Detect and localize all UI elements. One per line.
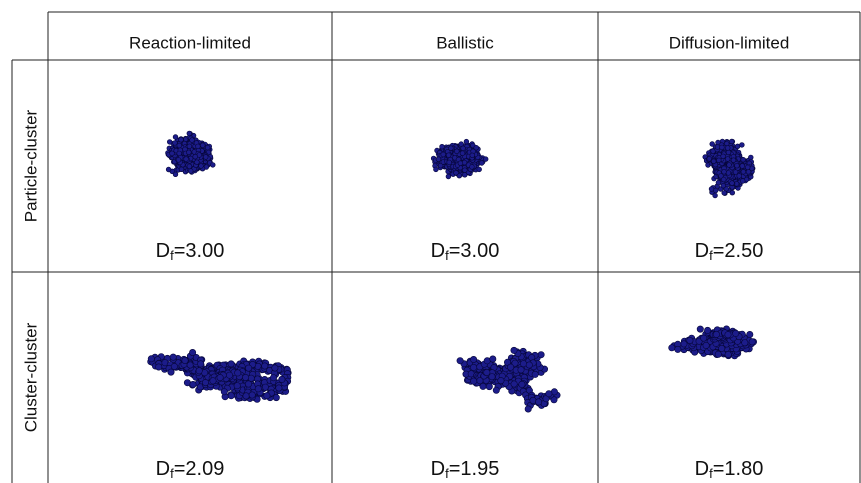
particle [187,164,192,169]
particle [458,161,463,166]
particle [710,142,715,147]
particle [462,168,467,173]
particle [166,167,171,172]
particle [436,157,441,162]
particle [745,165,750,170]
particle [440,144,445,149]
particle [195,160,200,165]
particle [470,165,475,170]
particle [726,171,731,176]
particle [741,169,746,174]
particle [173,141,178,146]
particle [449,146,454,151]
particle [730,181,735,186]
particle [228,393,234,399]
particle [464,139,469,144]
particle [193,154,198,159]
particle [179,167,184,172]
aggregate-image [148,349,292,402]
particle [737,174,742,179]
particle [711,159,716,164]
particle [748,155,753,160]
particle [447,160,452,165]
particle [190,381,196,387]
particle [477,167,482,172]
particle [173,172,178,177]
particle [173,135,178,140]
particle [167,140,172,145]
particle [722,191,727,196]
figure-table: Reaction-limitedBallisticDiffusion-limit… [0,0,861,483]
particle [188,169,193,174]
particle [725,157,730,162]
particle [170,151,175,156]
particle [187,144,192,149]
particle [479,161,484,166]
particle [199,164,204,169]
particle [740,143,745,148]
aggregate-image [703,139,755,198]
particle [722,169,727,174]
particle [177,143,182,148]
particle [446,174,451,179]
particle [461,146,466,151]
particle [720,145,725,150]
aggregate-image [166,131,216,177]
particle [721,154,726,159]
particle [716,180,721,185]
particle [709,187,714,192]
particle [740,179,745,184]
particle [184,157,189,162]
particle [715,145,720,150]
particle [203,155,208,160]
particle [179,137,184,142]
particle [721,183,726,188]
particle [454,170,459,175]
particle [200,143,205,148]
particle [719,174,724,179]
particle [735,163,740,168]
particle [741,157,746,162]
particle [713,193,718,198]
particle [716,158,721,163]
particle [733,170,738,175]
particle [187,131,192,136]
particle [740,164,745,169]
aggregate-image [431,139,488,179]
particle [186,150,191,155]
particle [460,151,465,156]
particle [176,158,181,163]
particle [483,157,488,162]
particle [746,169,751,174]
particle [441,152,446,157]
particle [454,149,459,154]
particle [177,151,182,156]
particle [190,138,195,143]
particle [727,163,732,168]
particle [434,167,439,172]
particle [210,163,215,168]
particle [470,153,475,158]
particle [446,153,451,158]
particle [725,146,730,151]
particle [205,145,210,150]
